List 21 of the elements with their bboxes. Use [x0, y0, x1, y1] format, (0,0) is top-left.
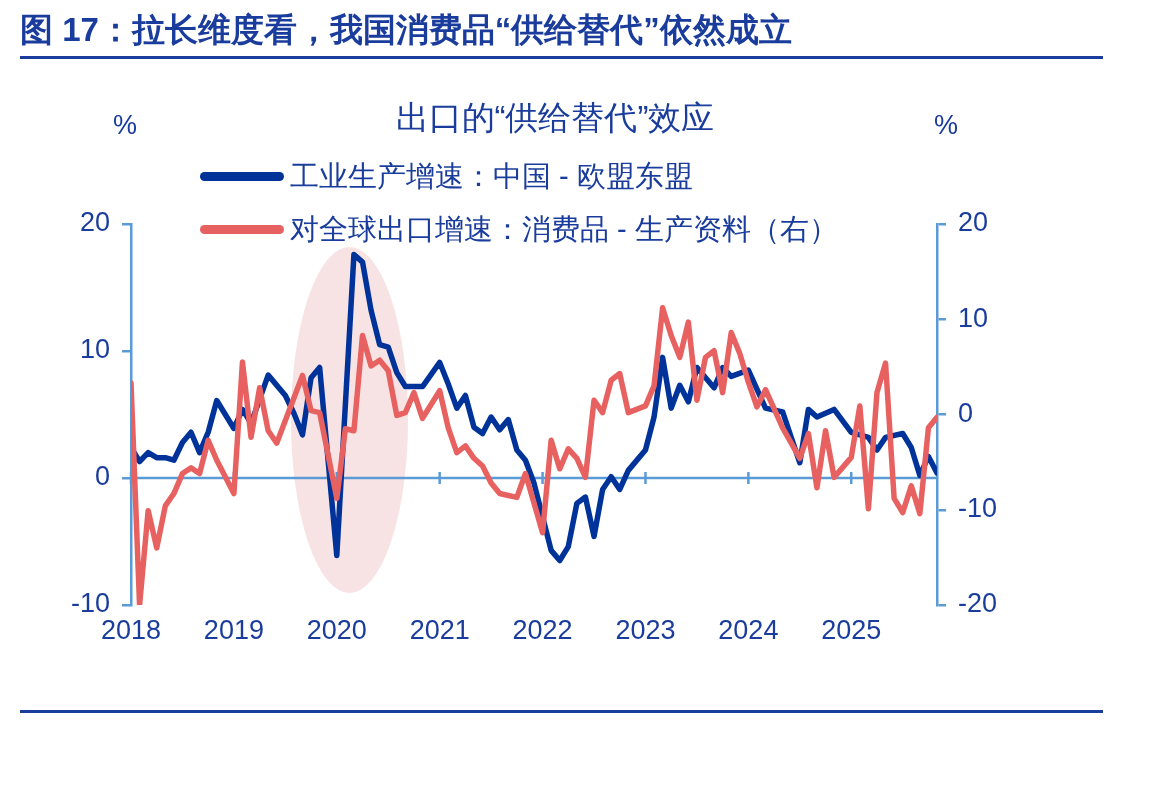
y-axis-title: %: [113, 110, 138, 141]
legend-label: 工业生产增速：中国 - 欧盟东盟: [290, 158, 693, 194]
y-tick-label: 20: [79, 207, 110, 238]
x-tick-label: 2023: [615, 614, 676, 645]
y2-tick-label: 20: [958, 207, 989, 238]
x-tick-label: 2024: [718, 614, 779, 645]
x-tick-label: 2020: [306, 614, 367, 645]
chart-subtitle: 出口的“供给替代”效应: [395, 99, 715, 136]
x-tick-label: 2019: [203, 614, 264, 645]
x-tick-label: 2022: [512, 614, 573, 645]
chart-title: 图 17：拉长维度看，我国消费品“供给替代”依然成立: [20, 10, 792, 50]
y2-tick-label: 10: [958, 302, 989, 333]
x-tick-label: 2025: [821, 614, 882, 645]
y2-tick-label: -10: [958, 493, 998, 524]
y2-tick-label: 0: [958, 397, 974, 428]
y-tick-label: 0: [94, 461, 110, 492]
y2-tick-label: -20: [958, 588, 998, 619]
y2-axis-title: %: [934, 110, 959, 141]
y-tick-label: 10: [79, 334, 110, 365]
legend-label: 对全球出口增速：消费品 - 生产资料（右）: [290, 211, 838, 247]
x-tick-label: 2021: [409, 614, 470, 645]
